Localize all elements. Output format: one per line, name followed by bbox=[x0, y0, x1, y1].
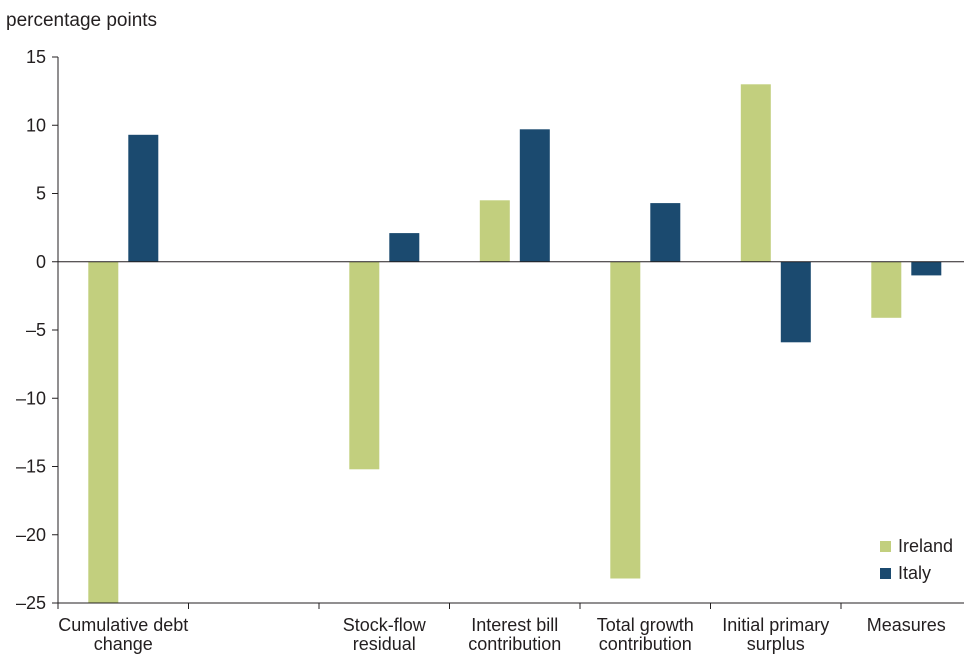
y-tick-label: –25 bbox=[16, 593, 46, 613]
bar-italy-2 bbox=[389, 233, 420, 262]
legend: Ireland Italy bbox=[880, 536, 953, 583]
y-tick-label: 15 bbox=[26, 47, 46, 67]
category-label: residual bbox=[353, 634, 416, 654]
category-label: surplus bbox=[747, 634, 805, 654]
category-label: Stock-flow bbox=[343, 615, 427, 635]
y-tick-label: –10 bbox=[16, 388, 46, 408]
y-tick-label: –20 bbox=[16, 525, 46, 545]
category-label: Total growth bbox=[597, 615, 694, 635]
legend-label-ireland: Ireland bbox=[898, 536, 953, 556]
legend-swatch-italy bbox=[880, 568, 891, 579]
bar-ireland-6 bbox=[871, 261, 902, 318]
category-label: Interest bill bbox=[471, 615, 558, 635]
bar-ireland-3 bbox=[479, 200, 510, 262]
category-label: contribution bbox=[468, 634, 561, 654]
category-label: contribution bbox=[599, 634, 692, 654]
legend-swatch-ireland bbox=[880, 541, 891, 552]
y-axis-label: percentage points bbox=[6, 10, 158, 31]
bar-ireland-2 bbox=[349, 261, 380, 470]
bar-italy-6 bbox=[911, 261, 942, 276]
y-tick-label: 10 bbox=[26, 115, 46, 135]
category-label: change bbox=[94, 634, 153, 654]
bar-italy-5 bbox=[780, 261, 811, 343]
bar-italy-0 bbox=[128, 134, 159, 262]
category-label: Measures bbox=[867, 615, 946, 635]
bar-ireland-0 bbox=[88, 261, 119, 604]
axes-layer bbox=[52, 56, 964, 609]
labels-layer: 15 10 5 0 –5 –10 –15 –20 –25 Cumulative debtchang… bbox=[16, 47, 946, 654]
bar-italy-3 bbox=[519, 129, 550, 262]
y-tick-label: –5 bbox=[26, 320, 46, 340]
category-label: Initial primary bbox=[722, 615, 829, 635]
category-label: Cumulative debt bbox=[58, 615, 188, 635]
bar-ireland-4 bbox=[610, 261, 641, 579]
y-tick-label: 0 bbox=[36, 252, 46, 272]
y-tick-label: –15 bbox=[16, 457, 46, 477]
legend-label-italy: Italy bbox=[898, 563, 931, 583]
y-tick-label: 5 bbox=[36, 184, 46, 204]
bars-layer bbox=[88, 84, 942, 604]
bar-ireland-5 bbox=[740, 84, 771, 262]
bar-italy-4 bbox=[650, 203, 681, 262]
